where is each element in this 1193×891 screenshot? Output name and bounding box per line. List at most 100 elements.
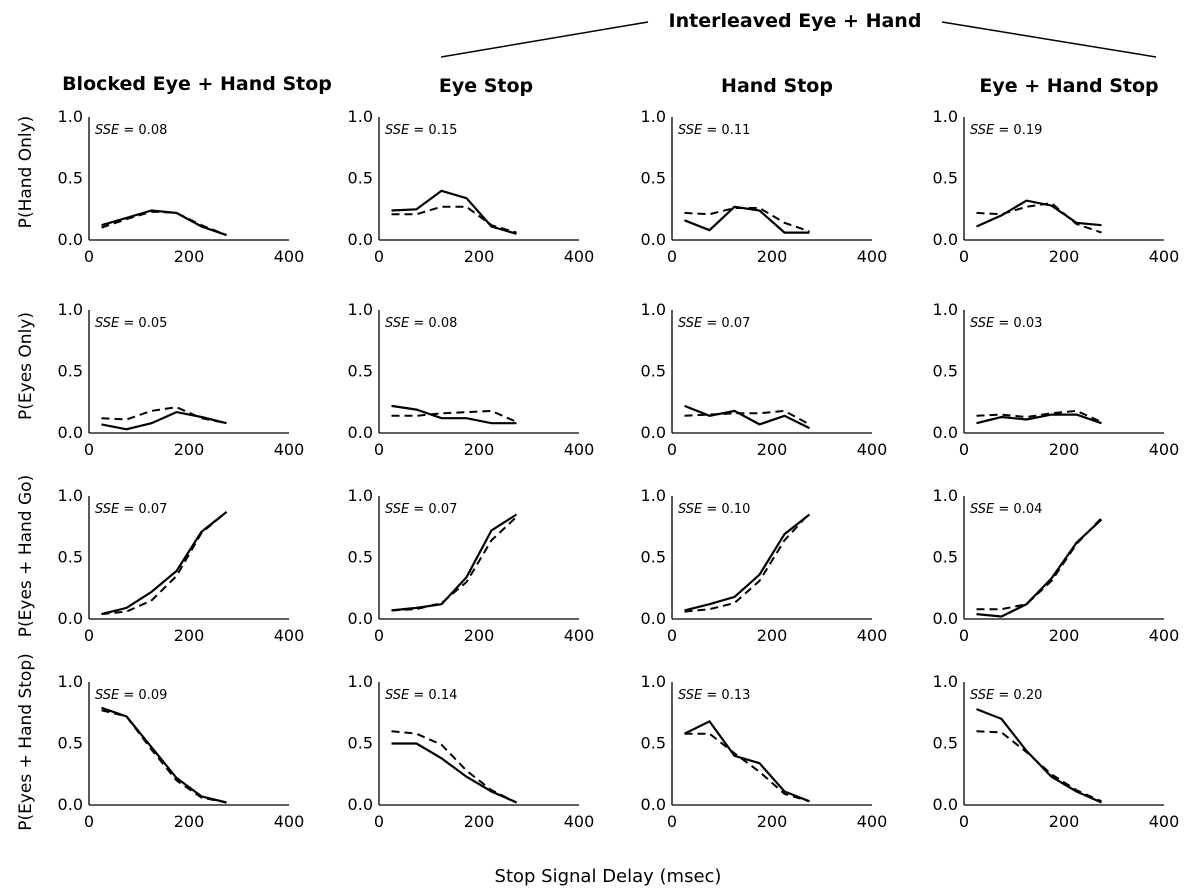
x-tick-label: 0 xyxy=(374,247,384,266)
y-tick-label: 0.5 xyxy=(58,548,83,567)
sse-annotation: SSE = 0.07 xyxy=(95,502,167,517)
panel-r0-c0: 0.0 0.5 1.0 0 200 400 SSE = 0.08 xyxy=(58,107,305,266)
x-tick-label: 0 xyxy=(667,626,677,645)
y-tick-label: 0.5 xyxy=(641,548,666,567)
row-label-eyes-only: P(Eyes Only) xyxy=(16,312,36,420)
panels-group: 0.0 0.5 1.0 0 200 400 SSE = 0.08 0.0 0.5 1.0 0 200 4… xyxy=(58,107,1180,831)
y-tick-label: 0.5 xyxy=(348,548,373,567)
observed-series-line-solid xyxy=(391,742,517,804)
y-tick-label: 1.0 xyxy=(641,672,666,691)
model-series-line-dashed xyxy=(976,730,1102,803)
x-tick-label: 200 xyxy=(174,247,205,266)
panel-r1-c3: 0.0 0.5 1.0 0 200 400 SSE = 0.03 xyxy=(933,300,1180,459)
x-tick-label: 400 xyxy=(1149,812,1180,831)
model-series-line-dashed xyxy=(101,709,227,804)
y-tick-label: 1.0 xyxy=(58,672,83,691)
x-tick-label: 0 xyxy=(959,626,969,645)
y-tick-label: 0.5 xyxy=(58,734,83,753)
x-tick-label: 0 xyxy=(84,440,94,459)
y-tick-label: 0.0 xyxy=(641,423,666,442)
sse-annotation: SSE = 0.20 xyxy=(970,688,1042,703)
panel-r1-c1: 0.0 0.5 1.0 0 200 400 SSE = 0.08 xyxy=(348,300,595,459)
x-tick-label: 400 xyxy=(857,247,888,266)
x-tick-label: 400 xyxy=(564,440,595,459)
panel-r1-c0: 0.0 0.5 1.0 0 200 400 SSE = 0.05 xyxy=(58,300,305,459)
group-bracket-right xyxy=(941,21,1157,58)
y-tick-label: 0.0 xyxy=(348,230,373,249)
y-tick-label: 0.5 xyxy=(348,734,373,753)
observed-series-line-solid xyxy=(391,404,517,425)
column-title-blocked-eye-hand-stop: Blocked Eye + Hand Stop xyxy=(62,73,332,95)
model-series-line-dashed xyxy=(101,210,227,237)
group-bracket-left xyxy=(440,21,649,58)
panel-r2-c1: 0.0 0.5 1.0 0 200 400 SSE = 0.07 xyxy=(348,486,595,645)
y-tick-label: 1.0 xyxy=(58,107,83,126)
sse-annotation: SSE = 0.10 xyxy=(678,502,750,517)
observed-series-line-solid xyxy=(101,209,227,237)
x-tick-label: 0 xyxy=(667,247,677,266)
y-tick-label: 0.0 xyxy=(58,423,83,442)
observed-series-line-solid xyxy=(391,513,518,612)
model-series-line-dashed xyxy=(391,516,518,612)
panel-r3-c0: 0.0 0.5 1.0 0 200 400 SSE = 0.09 xyxy=(58,672,305,831)
row-label-eyes-hand-go: P(Eyes + Hand Go) xyxy=(16,475,36,637)
observed-series-line-solid xyxy=(976,413,1102,425)
model-series-line-dashed xyxy=(101,511,228,616)
y-tick-label: 0.0 xyxy=(933,795,958,814)
x-tick-label: 400 xyxy=(1149,626,1180,645)
observed-series-line-solid xyxy=(976,708,1102,804)
y-tick-label: 0.5 xyxy=(58,362,83,381)
panel-r0-c1: 0.0 0.5 1.0 0 200 400 SSE = 0.15 xyxy=(348,107,595,266)
y-tick-label: 0.5 xyxy=(933,734,958,753)
observed-series-line-solid xyxy=(976,518,1103,618)
column-title-hand-stop: Hand Stop xyxy=(721,75,833,97)
y-tick-label: 1.0 xyxy=(348,107,373,126)
panel-r3-c3: 0.0 0.5 1.0 0 200 400 SSE = 0.20 xyxy=(933,672,1180,831)
x-tick-label: 400 xyxy=(1149,247,1180,266)
y-tick-label: 0.0 xyxy=(58,795,83,814)
y-tick-label: 0.5 xyxy=(641,362,666,381)
y-tick-label: 0.5 xyxy=(933,548,958,567)
x-tick-label: 200 xyxy=(174,440,205,459)
sse-annotation: SSE = 0.11 xyxy=(678,123,750,138)
model-series-line-dashed xyxy=(976,517,1103,611)
y-tick-label: 0.5 xyxy=(933,169,958,188)
y-tick-label: 1.0 xyxy=(58,486,83,505)
y-tick-label: 0.5 xyxy=(641,169,666,188)
sse-annotation: SSE = 0.08 xyxy=(385,316,457,331)
x-tick-label: 0 xyxy=(84,247,94,266)
y-tick-label: 0.5 xyxy=(58,169,83,188)
model-series-line-dashed xyxy=(391,205,517,234)
observed-series-line-solid xyxy=(684,205,810,234)
model-series-line-dashed xyxy=(976,409,1102,423)
y-tick-label: 0.5 xyxy=(348,169,373,188)
y-tick-label: 0.0 xyxy=(641,795,666,814)
model-series-line-dashed xyxy=(976,202,1102,234)
x-tick-label: 200 xyxy=(174,812,205,831)
x-tick-label: 400 xyxy=(564,812,595,831)
x-tick-label: 0 xyxy=(374,626,384,645)
x-tick-label: 200 xyxy=(757,626,788,645)
y-tick-label: 0.0 xyxy=(348,609,373,628)
y-tick-label: 0.0 xyxy=(348,795,373,814)
x-tick-label: 0 xyxy=(374,440,384,459)
y-tick-label: 1.0 xyxy=(933,672,958,691)
x-tick-label: 200 xyxy=(1049,812,1080,831)
x-tick-label: 400 xyxy=(564,626,595,645)
row-label-hand-only: P(Hand Only) xyxy=(16,116,36,229)
y-tick-label: 1.0 xyxy=(641,300,666,319)
y-tick-label: 1.0 xyxy=(641,486,666,505)
x-tick-label: 0 xyxy=(959,812,969,831)
observed-series-line-solid xyxy=(976,199,1102,228)
x-tick-label: 0 xyxy=(84,812,94,831)
sse-annotation: SSE = 0.14 xyxy=(385,688,457,703)
panel-r2-c0: 0.0 0.5 1.0 0 200 400 SSE = 0.07 xyxy=(58,486,305,645)
sse-annotation: SSE = 0.07 xyxy=(678,316,750,331)
group-header: Interleaved Eye + Hand xyxy=(669,10,922,32)
sse-annotation: SSE = 0.05 xyxy=(95,316,167,331)
x-tick-label: 400 xyxy=(274,247,305,266)
row-label-eyes-hand-stop: P(Eyes + Hand Stop) xyxy=(16,653,36,831)
y-tick-label: 0.0 xyxy=(348,423,373,442)
y-tick-label: 1.0 xyxy=(58,300,83,319)
sse-annotation: SSE = 0.19 xyxy=(970,123,1042,138)
